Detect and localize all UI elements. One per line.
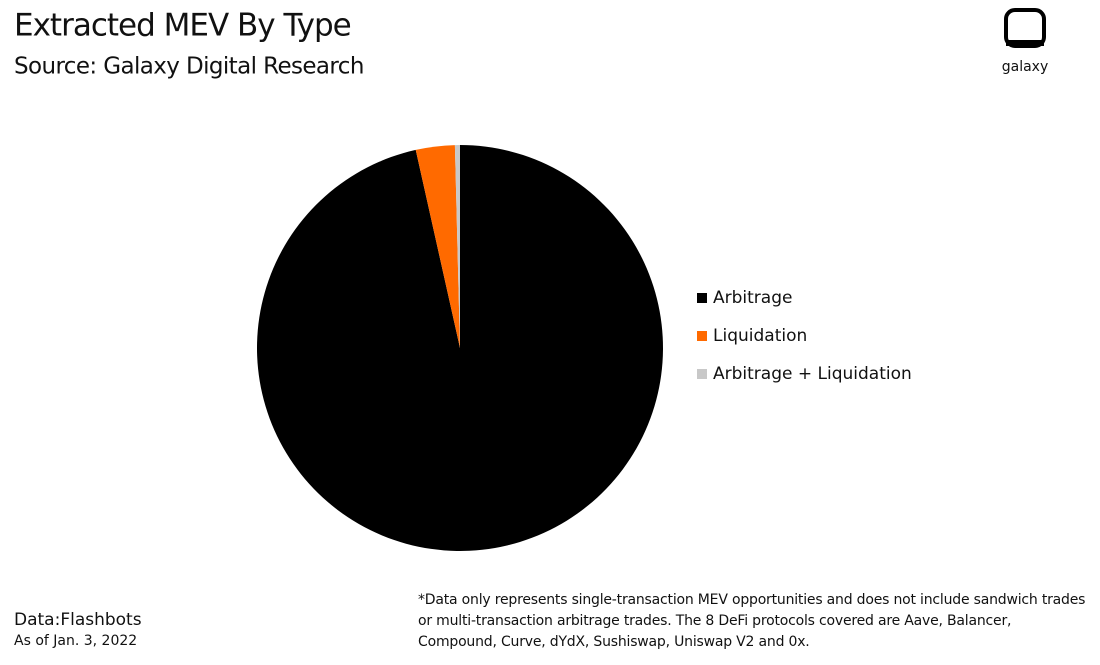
pie-slice [415,145,460,348]
pie-slice [256,145,663,551]
logo-text: galaxy [1002,59,1049,75]
source: Data:Flashbots [14,610,142,630]
chart-subtitle: Source: Galaxy Digital Research [14,54,364,80]
legend-swatch [697,293,707,303]
legend-label: Arbitrage + Liquidation [713,364,912,384]
footnote: *Data only represents single-transaction… [418,592,1086,650]
legend-swatch [697,369,707,379]
logo-bar [1006,40,1044,46]
date: As of Jan. 3, 2022 [14,633,137,649]
pie-slice [454,145,460,348]
legend-swatch [697,331,707,341]
legend-label: Liquidation [713,326,807,346]
chart-title: Extracted MEV By Type [14,8,351,44]
legend-label: Arbitrage [713,288,792,308]
